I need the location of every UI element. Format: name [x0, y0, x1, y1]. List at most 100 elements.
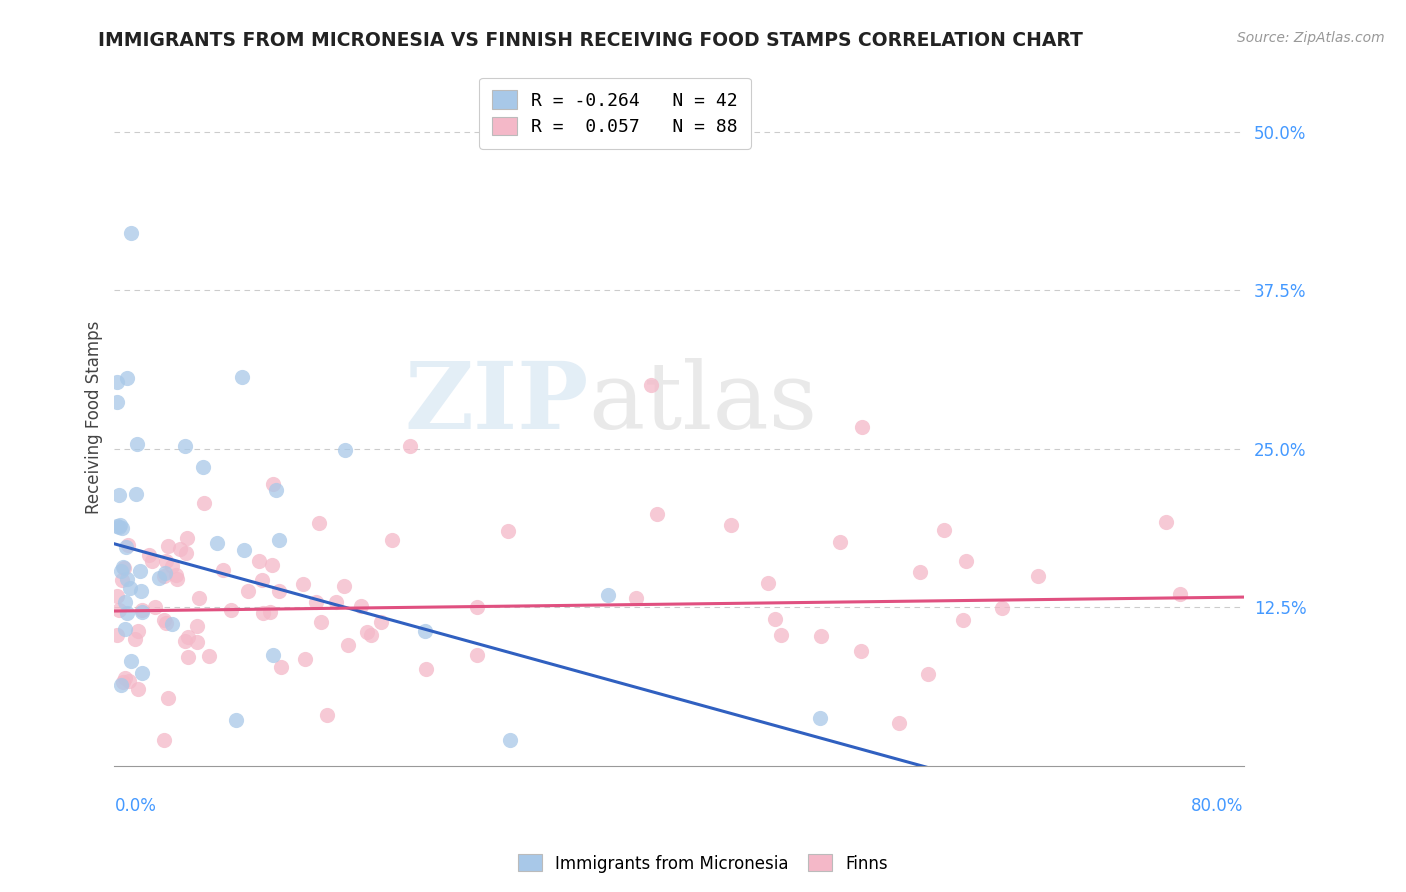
- Point: [174, 546, 197, 560]
- Point: [112, 675, 135, 690]
- Point: [810, 629, 832, 643]
- Point: [162, 558, 184, 573]
- Point: [325, 595, 347, 609]
- Point: [110, 678, 132, 692]
- Point: [267, 533, 290, 547]
- Point: [465, 648, 488, 663]
- Point: [934, 523, 956, 537]
- Point: [114, 671, 136, 685]
- Point: [156, 690, 179, 705]
- Point: [765, 612, 787, 626]
- Point: [105, 395, 128, 409]
- Point: [186, 635, 208, 649]
- Point: [155, 554, 177, 568]
- Point: [138, 548, 160, 562]
- Point: [131, 603, 153, 617]
- Point: [111, 573, 134, 587]
- Point: [264, 483, 287, 497]
- Point: [259, 606, 281, 620]
- Point: [166, 572, 188, 586]
- Point: [127, 682, 149, 697]
- Point: [129, 584, 152, 599]
- Point: [333, 442, 356, 457]
- Point: [124, 632, 146, 646]
- Point: [114, 622, 136, 636]
- Point: [155, 615, 177, 630]
- Point: [336, 638, 359, 652]
- Point: [131, 666, 153, 681]
- Point: [399, 439, 422, 453]
- Point: [188, 591, 211, 605]
- Point: [262, 476, 284, 491]
- Point: [174, 439, 197, 453]
- Point: [111, 559, 134, 574]
- Point: [125, 437, 148, 451]
- Point: [333, 579, 356, 593]
- Point: [128, 564, 150, 578]
- Point: [131, 605, 153, 619]
- Point: [851, 644, 873, 658]
- Point: [105, 375, 128, 389]
- Point: [108, 517, 131, 532]
- Point: [270, 660, 292, 674]
- Point: [120, 582, 142, 596]
- Point: [143, 599, 166, 614]
- Point: [120, 227, 142, 241]
- Point: [177, 650, 200, 665]
- Point: [349, 599, 371, 613]
- Point: [1026, 569, 1049, 583]
- Point: [105, 589, 128, 603]
- Point: [624, 591, 647, 605]
- Point: [233, 542, 256, 557]
- Point: [720, 517, 742, 532]
- Point: [360, 628, 382, 642]
- Text: Source: ZipAtlas.com: Source: ZipAtlas.com: [1237, 31, 1385, 45]
- Point: [176, 630, 198, 644]
- Point: [162, 617, 184, 632]
- Point: [114, 595, 136, 609]
- Point: [107, 519, 129, 533]
- Point: [830, 535, 852, 549]
- Point: [952, 613, 974, 627]
- Point: [309, 615, 332, 629]
- Point: [148, 571, 170, 585]
- Point: [186, 618, 208, 632]
- Point: [115, 572, 138, 586]
- Point: [110, 564, 132, 578]
- Point: [808, 711, 831, 725]
- Point: [111, 521, 134, 535]
- Point: [174, 634, 197, 648]
- Point: [176, 532, 198, 546]
- Point: [212, 563, 235, 577]
- Point: [991, 601, 1014, 615]
- Legend: R = -0.264   N = 42, R =  0.057   N = 88: R = -0.264 N = 42, R = 0.057 N = 88: [479, 78, 751, 149]
- Point: [156, 539, 179, 553]
- Point: [645, 507, 668, 521]
- Point: [198, 649, 221, 664]
- Point: [291, 577, 314, 591]
- Point: [191, 460, 214, 475]
- Point: [498, 733, 520, 747]
- Point: [640, 378, 662, 392]
- Point: [108, 603, 131, 617]
- Point: [315, 708, 337, 723]
- Point: [496, 524, 519, 538]
- Point: [356, 625, 378, 640]
- Point: [262, 648, 284, 662]
- Point: [267, 584, 290, 599]
- Point: [165, 567, 187, 582]
- Point: [887, 716, 910, 731]
- Point: [305, 595, 328, 609]
- Point: [413, 624, 436, 638]
- Point: [1154, 515, 1177, 529]
- Point: [756, 575, 779, 590]
- Point: [598, 588, 620, 602]
- Point: [955, 554, 977, 568]
- Point: [105, 519, 128, 533]
- Point: [153, 566, 176, 581]
- Point: [415, 662, 437, 676]
- Point: [117, 538, 139, 552]
- Point: [381, 533, 404, 547]
- Point: [221, 602, 243, 616]
- Point: [250, 574, 273, 588]
